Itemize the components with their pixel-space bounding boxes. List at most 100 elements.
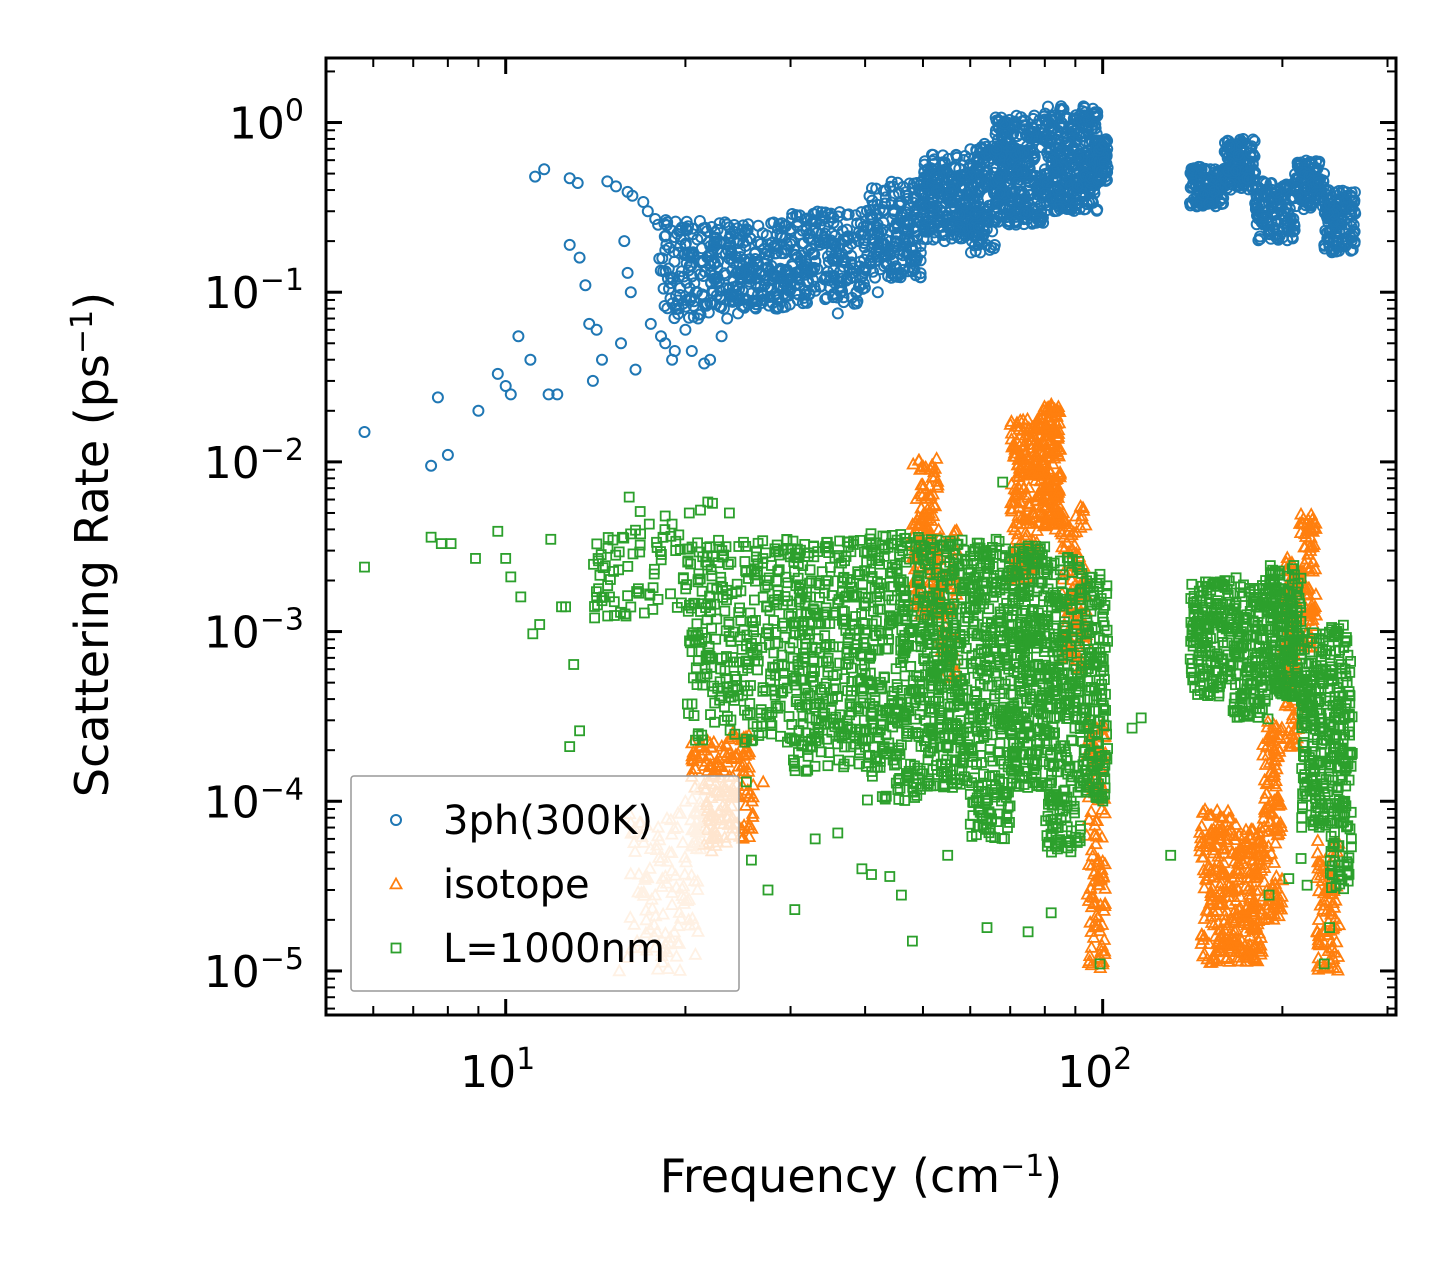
circle-point [1340,186,1353,199]
square-point [725,714,737,726]
circle-point [1298,182,1311,195]
circle-point [726,294,739,306]
triangle-point [914,477,929,491]
triangle-point [1019,516,1034,529]
triangle-point [1094,829,1110,843]
circle-point [1272,233,1285,246]
circle-point [571,177,584,189]
triangle-point [1193,838,1208,852]
circle-point [1022,204,1035,217]
triangle-point [1076,503,1091,516]
triangle-point [1033,488,1048,502]
circle-point [909,269,922,282]
square-point [622,590,633,602]
triangle-point [1013,412,1028,426]
circle-point [1089,110,1102,123]
square-point [752,664,763,676]
circle-point [1194,161,1207,173]
circle-point [1244,147,1257,159]
triangle-point [1004,501,1019,515]
circle-point [1062,138,1075,151]
circle-point [1270,215,1283,228]
circle-point [731,222,744,235]
circle-point [999,200,1012,213]
circle-point [1079,169,1092,182]
triangle-point [1199,872,1215,886]
circle-point [924,162,937,175]
circle-point [989,214,1002,227]
triangle-point [1239,870,1254,884]
circle-point [1098,137,1111,150]
circle-point [991,197,1004,210]
triangle-point [1245,822,1260,835]
circle-point [1010,218,1022,231]
triangle-point [1047,450,1062,464]
triangle-point [1231,908,1246,921]
circle-point [791,294,804,306]
circle-point [687,246,700,259]
circle-point [988,242,1000,255]
circle-point [629,363,642,376]
circle-point [1291,160,1304,173]
circle-point [829,229,842,242]
circle-point [840,274,853,287]
circle-point [891,176,904,189]
circle-point [734,271,747,284]
circle-point [821,265,834,278]
triangle-point [925,486,941,500]
triangle-point [1233,889,1248,902]
triangle-point [1216,855,1231,869]
triangle-point [926,508,941,522]
circle-point [943,191,956,203]
triangle-point [1031,436,1046,450]
circle-point [699,221,712,234]
circle-point [964,170,977,183]
circle-point [1002,134,1015,147]
circle-point [745,287,758,300]
circle-point [1304,197,1317,210]
circle-point [704,297,717,309]
triangle-point [1211,915,1226,929]
triangle-point [1213,809,1228,823]
circle-point [1069,198,1082,211]
triangle-point [1087,827,1102,840]
circle-point [902,248,915,261]
triangle-point [1051,426,1066,439]
circle-point [727,234,740,247]
square-point [602,580,614,591]
circle-point [596,353,608,366]
circle-point [1348,186,1361,199]
square-point [622,561,634,572]
circle-point [1021,130,1034,143]
triangle-point [1046,418,1061,432]
circle-point [1345,208,1358,221]
circle-point [1190,199,1203,212]
triangle-point [1255,834,1270,847]
circle-point [750,257,763,270]
circle-point [1270,207,1283,220]
circle-point [828,271,840,284]
triangle-point [1250,953,1265,967]
circle-point [1277,180,1290,193]
triangle-point [1051,490,1066,503]
circle-point [1197,188,1210,201]
triangle-point [1201,861,1217,874]
circle-point [931,186,944,198]
triangle-point [909,491,924,504]
circle-point [1194,169,1207,182]
circle-point [721,312,734,325]
triangle-point [1234,941,1249,955]
triangle-point [1194,936,1209,949]
circle-point [918,186,931,199]
circle-point [887,189,900,202]
circle-point [1334,187,1347,200]
triangle-point [1096,903,1112,916]
triangle-point [1012,494,1028,507]
circle-point [658,217,671,230]
triangle-point [1057,514,1072,528]
square-point [665,588,676,600]
circle-point [742,298,755,311]
square-point [739,556,751,567]
circle-point [637,196,650,208]
